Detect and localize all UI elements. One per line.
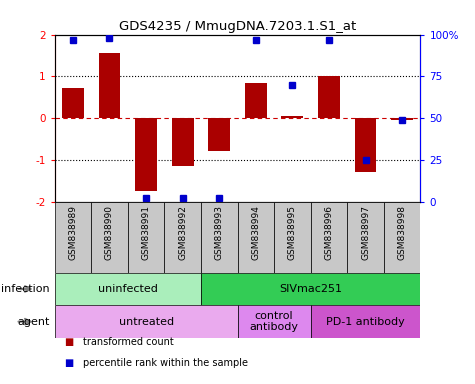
Bar: [245, 83, 267, 118]
Bar: [62, 88, 84, 118]
Text: agent: agent: [18, 316, 50, 327]
Bar: [201, 273, 420, 305]
Bar: [311, 305, 420, 338]
Bar: [55, 273, 201, 305]
Bar: [91, 202, 128, 273]
Bar: [238, 305, 311, 338]
Bar: [347, 202, 384, 273]
Bar: [311, 202, 347, 273]
Text: GSM838990: GSM838990: [105, 205, 114, 260]
Text: GSM838995: GSM838995: [288, 205, 297, 260]
Bar: [384, 202, 420, 273]
Text: untreated: untreated: [118, 316, 174, 327]
Bar: [391, 118, 413, 120]
Text: infection: infection: [1, 284, 50, 294]
Bar: [98, 53, 121, 118]
Text: control
antibody: control antibody: [249, 311, 299, 333]
Text: GSM838998: GSM838998: [398, 205, 407, 260]
Text: ■: ■: [64, 337, 73, 347]
Text: SIVmac251: SIVmac251: [279, 284, 342, 294]
Text: GSM838994: GSM838994: [251, 205, 260, 260]
Bar: [201, 202, 238, 273]
Text: GSM838991: GSM838991: [142, 205, 151, 260]
Bar: [208, 118, 230, 152]
Bar: [281, 116, 304, 118]
Bar: [274, 202, 311, 273]
Text: PD-1 antibody: PD-1 antibody: [326, 316, 405, 327]
Text: GSM838997: GSM838997: [361, 205, 370, 260]
Bar: [128, 202, 164, 273]
Text: GSM838993: GSM838993: [215, 205, 224, 260]
Bar: [171, 118, 194, 166]
Text: uninfected: uninfected: [98, 284, 158, 294]
Text: transformed count: transformed count: [83, 337, 174, 347]
Text: percentile rank within the sample: percentile rank within the sample: [83, 358, 248, 368]
Bar: [55, 202, 91, 273]
Bar: [164, 202, 201, 273]
Text: ■: ■: [64, 358, 73, 368]
Text: GSM838996: GSM838996: [324, 205, 333, 260]
Text: GSM838989: GSM838989: [68, 205, 77, 260]
Bar: [354, 118, 377, 172]
Bar: [238, 202, 274, 273]
Title: GDS4235 / MmugDNA.7203.1.S1_at: GDS4235 / MmugDNA.7203.1.S1_at: [119, 20, 356, 33]
Bar: [135, 118, 157, 191]
Bar: [55, 305, 238, 338]
Text: GSM838992: GSM838992: [178, 205, 187, 260]
Bar: [318, 76, 340, 118]
